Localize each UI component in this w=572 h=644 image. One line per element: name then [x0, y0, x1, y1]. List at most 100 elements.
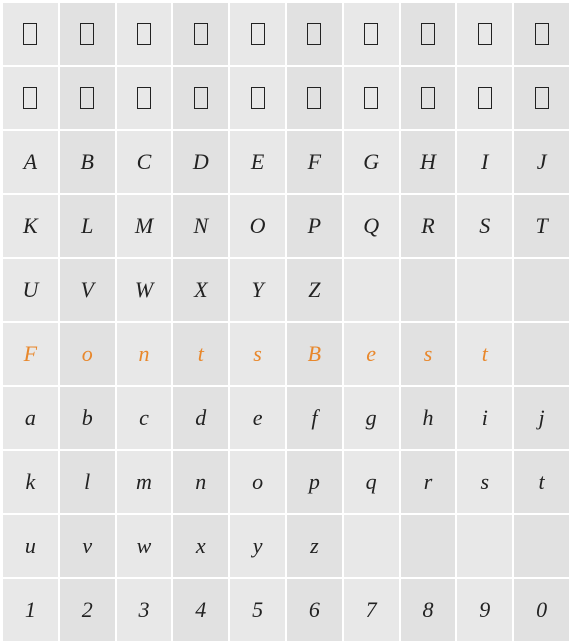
glyph-cell[interactable]: x	[173, 515, 228, 577]
glyph-cell[interactable]: Z	[287, 259, 342, 321]
glyph-cell[interactable]: z	[287, 515, 342, 577]
glyph-cell[interactable]	[173, 67, 228, 129]
glyph-cell[interactable]: u	[3, 515, 58, 577]
glyph-cell[interactable]	[344, 3, 399, 65]
glyph-cell[interactable]: Y	[230, 259, 285, 321]
glyph-cell[interactable]	[514, 259, 569, 321]
glyph-cell[interactable]: 4	[173, 579, 228, 641]
glyph-cell[interactable]	[514, 323, 569, 385]
glyph-cell[interactable]: o	[230, 451, 285, 513]
glyph-cell[interactable]: L	[60, 195, 115, 257]
glyph-cell[interactable]	[60, 67, 115, 129]
glyph-cell[interactable]	[344, 515, 399, 577]
glyph-cell[interactable]: m	[117, 451, 172, 513]
glyph-cell[interactable]: 7	[344, 579, 399, 641]
glyph-cell[interactable]: X	[173, 259, 228, 321]
glyph-cell[interactable]	[287, 3, 342, 65]
glyph-cell[interactable]: v	[60, 515, 115, 577]
glyph-cell[interactable]: w	[117, 515, 172, 577]
glyph-cell[interactable]	[457, 259, 512, 321]
glyph-cell[interactable]	[457, 67, 512, 129]
glyph-cell[interactable]: H	[401, 131, 456, 193]
glyph-cell[interactable]	[3, 67, 58, 129]
glyph-cell[interactable]: J	[514, 131, 569, 193]
glyph-cell[interactable]: r	[401, 451, 456, 513]
glyph-cell[interactable]: e	[230, 387, 285, 449]
glyph-cell[interactable]: n	[117, 323, 172, 385]
glyph-cell[interactable]: d	[173, 387, 228, 449]
glyph-cell[interactable]	[173, 3, 228, 65]
glyph-cell[interactable]: a	[3, 387, 58, 449]
glyph-cell[interactable]: I	[457, 131, 512, 193]
glyph-cell[interactable]: b	[60, 387, 115, 449]
glyph-cell[interactable]	[3, 3, 58, 65]
glyph-cell[interactable]	[401, 259, 456, 321]
glyph-cell[interactable]: S	[457, 195, 512, 257]
glyph-cell[interactable]: o	[60, 323, 115, 385]
glyph-cell[interactable]: g	[344, 387, 399, 449]
glyph-cell[interactable]: O	[230, 195, 285, 257]
glyph-cell[interactable]: 6	[287, 579, 342, 641]
glyph-cell[interactable]: j	[514, 387, 569, 449]
glyph-cell[interactable]: s	[230, 323, 285, 385]
glyph-cell[interactable]: c	[117, 387, 172, 449]
glyph-cell[interactable]: 2	[60, 579, 115, 641]
glyph-cell[interactable]: B	[60, 131, 115, 193]
glyph-cell[interactable]	[287, 67, 342, 129]
glyph-cell[interactable]: A	[3, 131, 58, 193]
glyph-cell[interactable]: 1	[3, 579, 58, 641]
glyph-cell[interactable]: M	[117, 195, 172, 257]
glyph-cell[interactable]	[401, 515, 456, 577]
glyph-cell[interactable]	[514, 515, 569, 577]
glyph-cell[interactable]: T	[514, 195, 569, 257]
glyph-cell[interactable]: F	[287, 131, 342, 193]
glyph-cell[interactable]: Q	[344, 195, 399, 257]
glyph-cell[interactable]: n	[173, 451, 228, 513]
glyph-cell[interactable]	[344, 259, 399, 321]
glyph-cell[interactable]: p	[287, 451, 342, 513]
glyph-cell[interactable]	[117, 3, 172, 65]
glyph-cell[interactable]	[457, 3, 512, 65]
glyph-cell[interactable]: F	[3, 323, 58, 385]
glyph-cell[interactable]	[401, 3, 456, 65]
glyph-cell[interactable]: K	[3, 195, 58, 257]
glyph-cell[interactable]	[514, 3, 569, 65]
glyph-cell[interactable]	[457, 515, 512, 577]
glyph-cell[interactable]: i	[457, 387, 512, 449]
glyph-cell[interactable]: h	[401, 387, 456, 449]
glyph-cell[interactable]: V	[60, 259, 115, 321]
glyph-cell[interactable]: l	[60, 451, 115, 513]
glyph-cell[interactable]: t	[173, 323, 228, 385]
glyph-cell[interactable]	[230, 3, 285, 65]
glyph-cell[interactable]: q	[344, 451, 399, 513]
glyph-cell[interactable]: t	[457, 323, 512, 385]
glyph-cell[interactable]: U	[3, 259, 58, 321]
glyph-cell[interactable]: t	[514, 451, 569, 513]
glyph-cell[interactable]: B	[287, 323, 342, 385]
glyph-cell[interactable]: 5	[230, 579, 285, 641]
glyph-cell[interactable]: k	[3, 451, 58, 513]
glyph-cell[interactable]: f	[287, 387, 342, 449]
glyph-cell[interactable]: D	[173, 131, 228, 193]
glyph-cell[interactable]: G	[344, 131, 399, 193]
glyph-cell[interactable]	[230, 67, 285, 129]
glyph-cell[interactable]: 3	[117, 579, 172, 641]
glyph-cell[interactable]: 0	[514, 579, 569, 641]
glyph-cell[interactable]: C	[117, 131, 172, 193]
glyph-cell[interactable]: s	[401, 323, 456, 385]
glyph-cell[interactable]	[60, 3, 115, 65]
glyph-cell[interactable]: R	[401, 195, 456, 257]
glyph-cell[interactable]: 9	[457, 579, 512, 641]
glyph-cell[interactable]: P	[287, 195, 342, 257]
glyph-cell[interactable]: N	[173, 195, 228, 257]
glyph-cell[interactable]	[401, 67, 456, 129]
glyph-cell[interactable]	[344, 67, 399, 129]
glyph-cell[interactable]: s	[457, 451, 512, 513]
glyph-cell[interactable]: 8	[401, 579, 456, 641]
glyph-cell[interactable]	[117, 67, 172, 129]
glyph-cell[interactable]: W	[117, 259, 172, 321]
glyph-cell[interactable]: e	[344, 323, 399, 385]
glyph-cell[interactable]	[514, 67, 569, 129]
glyph-cell[interactable]: E	[230, 131, 285, 193]
glyph-cell[interactable]: y	[230, 515, 285, 577]
